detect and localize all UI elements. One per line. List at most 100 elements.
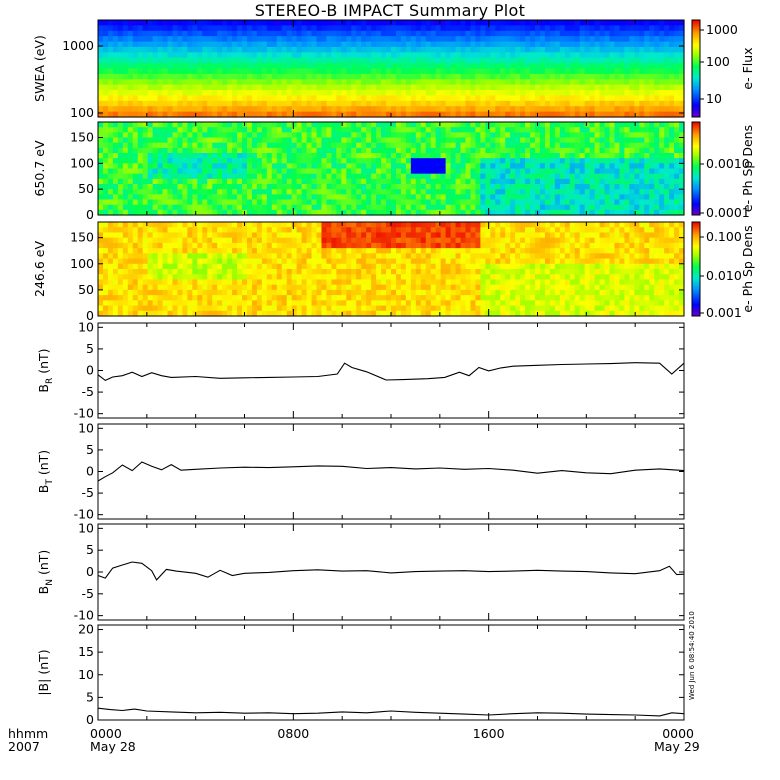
heatmap-cell <box>530 111 536 118</box>
heatmap-cell <box>237 90 243 97</box>
heatmap-cell <box>440 68 447 75</box>
heatmap-cell <box>98 237 104 244</box>
heatmap-cell <box>172 168 179 175</box>
heatmap-cell <box>679 158 685 164</box>
heatmap-cell <box>400 204 407 211</box>
heatmap-cell <box>207 127 213 133</box>
heatmap-cell <box>366 122 372 128</box>
heatmap-cell <box>525 194 531 201</box>
heatmap-cell <box>301 84 308 91</box>
heatmap-cell <box>589 204 596 211</box>
heatmap-cell <box>559 127 566 133</box>
heatmap-cell <box>227 147 233 154</box>
heatmap-cell <box>331 36 337 43</box>
heatmap-cell <box>182 127 188 133</box>
heatmap-cell <box>415 25 422 32</box>
heatmap-cell <box>356 100 362 107</box>
heatmap-cell <box>182 68 188 75</box>
heatmap-cell <box>237 269 243 275</box>
heatmap-cell <box>266 41 273 48</box>
heatmap-cell <box>242 237 248 244</box>
heatmap-cell <box>271 242 278 249</box>
heatmap-cell <box>485 90 491 97</box>
heatmap-cell <box>177 79 184 86</box>
heatmap-cell <box>386 142 392 149</box>
heatmap-cell <box>455 173 462 180</box>
heatmap-cell <box>391 52 397 59</box>
heatmap-cell <box>649 178 655 185</box>
heatmap-cell <box>316 153 323 159</box>
heatmap-cell <box>227 248 233 254</box>
heatmap-cell <box>341 173 347 180</box>
heatmap-cell <box>425 63 432 70</box>
heatmap-cell <box>400 106 407 113</box>
heatmap-cell <box>535 90 541 97</box>
heatmap-cell <box>212 36 218 43</box>
heatmap-cell <box>306 106 313 113</box>
heatmap-cell <box>609 106 616 113</box>
heatmap-cell <box>530 153 536 159</box>
heatmap-cell <box>351 95 357 102</box>
heatmap-cell <box>470 79 477 86</box>
heatmap-cell <box>157 184 164 190</box>
heatmap-cell <box>127 300 134 307</box>
heatmap-cell <box>480 100 486 107</box>
heatmap-cell <box>460 57 467 64</box>
heatmap-cell <box>232 258 238 265</box>
heatmap-cell <box>98 73 104 80</box>
heatmap-cell <box>311 79 318 86</box>
heatmap-cell <box>207 284 213 291</box>
heatmap-cell <box>261 289 268 296</box>
heatmap-cell <box>644 199 650 206</box>
heatmap-cell <box>147 263 154 270</box>
heatmap-cell <box>167 46 174 53</box>
heatmap-cell <box>356 194 362 201</box>
heatmap-cell <box>405 163 412 170</box>
heatmap-cell <box>415 52 422 59</box>
heatmap-cell <box>376 57 382 64</box>
heatmap-cell <box>549 168 556 175</box>
heatmap-cell <box>525 158 531 164</box>
heatmap-cell <box>157 269 164 275</box>
heatmap-cell <box>281 194 288 201</box>
heatmap-cell <box>674 122 680 128</box>
heatmap-cell <box>664 90 670 97</box>
heatmap-cell <box>376 36 382 43</box>
heatmap-cell <box>157 248 164 254</box>
heatmap-cell <box>177 90 184 97</box>
heatmap-cell <box>137 137 144 144</box>
heatmap-cell <box>520 79 526 86</box>
heatmap-cell <box>619 100 626 107</box>
heatmap-cell <box>549 100 556 107</box>
heatmap-cell <box>500 68 506 75</box>
heatmap-cell <box>455 158 462 164</box>
heatmap-cell <box>440 57 447 64</box>
heatmap-cell <box>450 153 457 159</box>
heatmap-cell <box>301 163 308 170</box>
heatmap-cell <box>98 269 104 275</box>
heatmap-cell <box>559 122 566 128</box>
heatmap-cell <box>321 194 328 201</box>
heatmap-cell <box>679 199 685 206</box>
heatmap-cell <box>564 189 571 195</box>
heatmap-cell <box>177 289 184 296</box>
heatmap-cell <box>271 41 278 48</box>
heatmap-cell <box>341 142 347 149</box>
heatmap-cell <box>271 248 278 254</box>
heatmap-cell <box>391 142 397 149</box>
heatmap-cell <box>222 100 228 107</box>
heatmap-cell <box>276 137 283 144</box>
heatmap-cell <box>664 204 670 211</box>
heatmap-cell <box>410 199 417 206</box>
heatmap-cell <box>147 68 154 75</box>
heatmap-cell <box>649 137 655 144</box>
heatmap-cell <box>107 63 114 70</box>
heatmap-cell <box>152 100 159 107</box>
heatmap-cell <box>435 106 442 113</box>
heatmap-cell <box>450 68 457 75</box>
heatmap-cell <box>227 30 233 37</box>
heatmap-cell <box>167 63 174 70</box>
heatmap-cell <box>197 95 203 102</box>
heatmap-cell <box>222 204 228 211</box>
heatmap-cell <box>559 63 566 70</box>
